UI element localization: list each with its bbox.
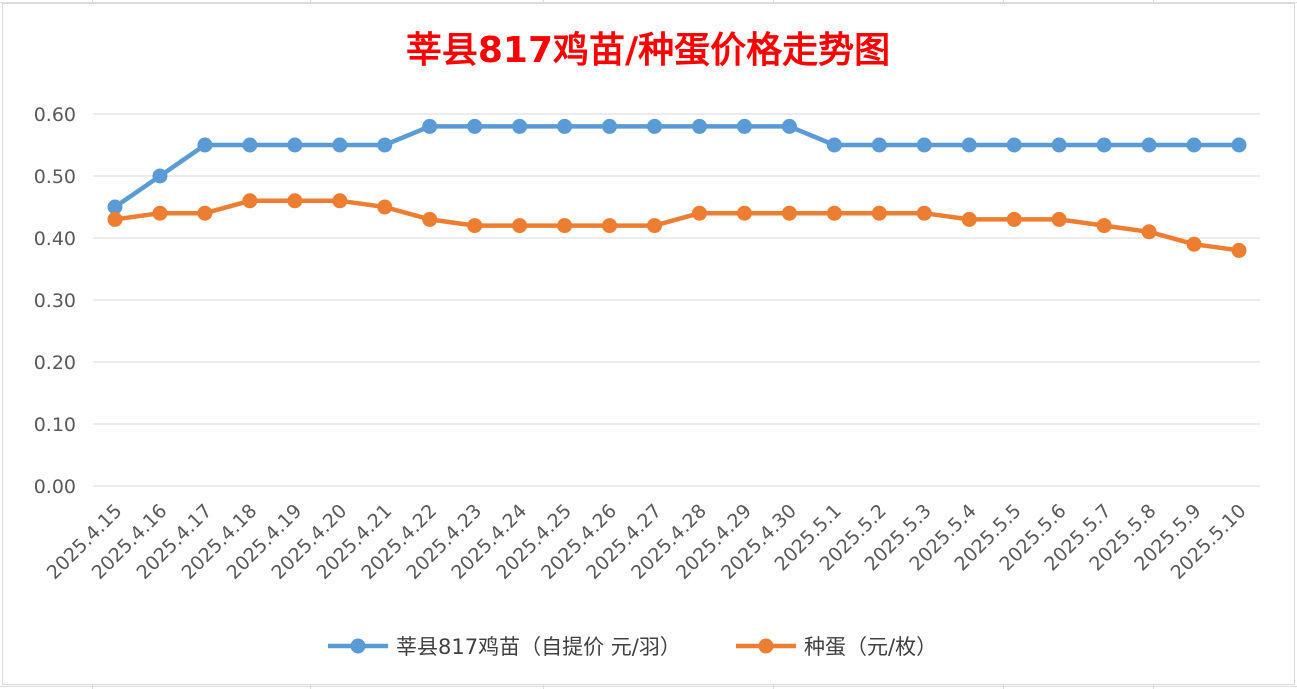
- data-point[interactable]: [781, 205, 797, 221]
- chart-title: 莘县817鸡苗/种蛋价格走势图: [406, 30, 890, 71]
- series-layer: [107, 118, 1247, 258]
- data-point[interactable]: [871, 137, 887, 153]
- legend-item[interactable]: 莘县817鸡苗（自提价 元/羽）: [328, 635, 681, 659]
- data-point[interactable]: [602, 218, 618, 234]
- data-point[interactable]: [422, 211, 438, 227]
- y-tick-label: 0.00: [34, 476, 76, 498]
- data-point[interactable]: [647, 218, 663, 234]
- data-point[interactable]: [242, 137, 258, 153]
- data-point[interactable]: [691, 205, 707, 221]
- data-point[interactable]: [1096, 137, 1112, 153]
- data-point[interactable]: [197, 137, 213, 153]
- data-point[interactable]: [781, 118, 797, 134]
- y-tick-label: 0.40: [34, 228, 76, 250]
- series-line: [112, 124, 1242, 210]
- series-line: [112, 198, 1242, 253]
- data-point[interactable]: [287, 137, 303, 153]
- data-point[interactable]: [1051, 211, 1067, 227]
- data-point[interactable]: [332, 137, 348, 153]
- data-point[interactable]: [602, 118, 618, 134]
- y-axis-ticks: 0.00 0.10 0.20 0.30 0.40 0.50 0.60: [34, 104, 76, 498]
- chart-area[interactable]: [2, 3, 1295, 685]
- data-point[interactable]: [961, 137, 977, 153]
- legend-marker: [758, 638, 774, 654]
- legend: 莘县817鸡苗（自提价 元/羽） 种蛋（元/枚）: [328, 635, 937, 659]
- data-point[interactable]: [197, 205, 213, 221]
- data-point[interactable]: [512, 118, 528, 134]
- data-point[interactable]: [557, 118, 573, 134]
- legend-item[interactable]: 种蛋（元/枚）: [736, 635, 937, 659]
- data-point[interactable]: [1051, 137, 1067, 153]
- gridlines: [93, 113, 1260, 487]
- y-tick-label: 0.30: [34, 290, 76, 312]
- x-axis-ticks: 2025.4.152025.4.162025.4.172025.4.182025…: [43, 500, 1251, 584]
- data-point[interactable]: [916, 205, 932, 221]
- data-point[interactable]: [691, 118, 707, 134]
- data-point[interactable]: [736, 118, 752, 134]
- data-point[interactable]: [107, 199, 123, 215]
- data-point[interactable]: [512, 218, 528, 234]
- data-point[interactable]: [467, 118, 483, 134]
- data-point[interactable]: [557, 218, 573, 234]
- data-point[interactable]: [1096, 218, 1112, 234]
- data-point[interactable]: [826, 205, 842, 221]
- data-point[interactable]: [152, 205, 168, 221]
- data-point[interactable]: [107, 211, 123, 227]
- data-point[interactable]: [152, 168, 168, 184]
- y-tick-label: 0.60: [34, 104, 76, 126]
- data-point[interactable]: [1231, 242, 1247, 258]
- data-point[interactable]: [1186, 137, 1202, 153]
- data-point[interactable]: [647, 118, 663, 134]
- legend-label: 种蛋（元/枚）: [804, 635, 937, 659]
- data-point[interactable]: [242, 193, 258, 209]
- data-point[interactable]: [1006, 211, 1022, 227]
- series-1: [107, 118, 1247, 215]
- data-point[interactable]: [422, 118, 438, 134]
- legend-label: 莘县817鸡苗（自提价 元/羽）: [396, 635, 681, 659]
- data-point[interactable]: [961, 211, 977, 227]
- data-point[interactable]: [871, 205, 887, 221]
- y-tick-label: 0.50: [34, 166, 76, 188]
- data-point[interactable]: [332, 193, 348, 209]
- y-tick-label: 0.10: [34, 414, 76, 436]
- y-tick-label: 0.20: [34, 352, 76, 374]
- data-point[interactable]: [377, 137, 393, 153]
- data-point[interactable]: [287, 193, 303, 209]
- data-point[interactable]: [736, 205, 752, 221]
- data-point[interactable]: [1141, 137, 1157, 153]
- legend-marker: [350, 638, 366, 654]
- data-point[interactable]: [467, 218, 483, 234]
- data-point[interactable]: [377, 199, 393, 215]
- data-point[interactable]: [916, 137, 932, 153]
- data-point[interactable]: [1186, 236, 1202, 252]
- data-point[interactable]: [826, 137, 842, 153]
- data-point[interactable]: [1006, 137, 1022, 153]
- data-point[interactable]: [1141, 224, 1157, 240]
- series-2: [107, 193, 1247, 258]
- data-point[interactable]: [1231, 137, 1247, 153]
